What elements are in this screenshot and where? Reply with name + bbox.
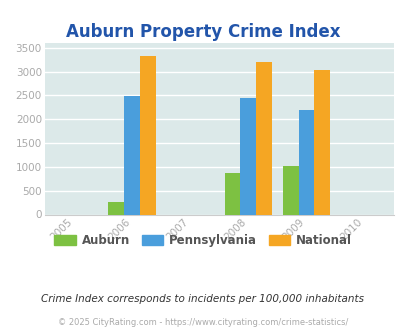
Bar	[224, 173, 240, 214]
Bar	[240, 98, 256, 214]
Bar	[313, 70, 329, 214]
Bar	[282, 166, 298, 214]
Bar	[139, 56, 155, 214]
Text: Auburn Property Crime Index: Auburn Property Crime Index	[66, 23, 339, 41]
Bar	[124, 96, 139, 214]
Bar	[108, 202, 124, 214]
Legend: Auburn, Pennsylvania, National: Auburn, Pennsylvania, National	[49, 229, 356, 251]
Text: Crime Index corresponds to incidents per 100,000 inhabitants: Crime Index corresponds to incidents per…	[41, 294, 364, 304]
Bar	[298, 110, 313, 214]
Text: © 2025 CityRating.com - https://www.cityrating.com/crime-statistics/: © 2025 CityRating.com - https://www.city…	[58, 318, 347, 327]
Bar	[256, 62, 271, 214]
